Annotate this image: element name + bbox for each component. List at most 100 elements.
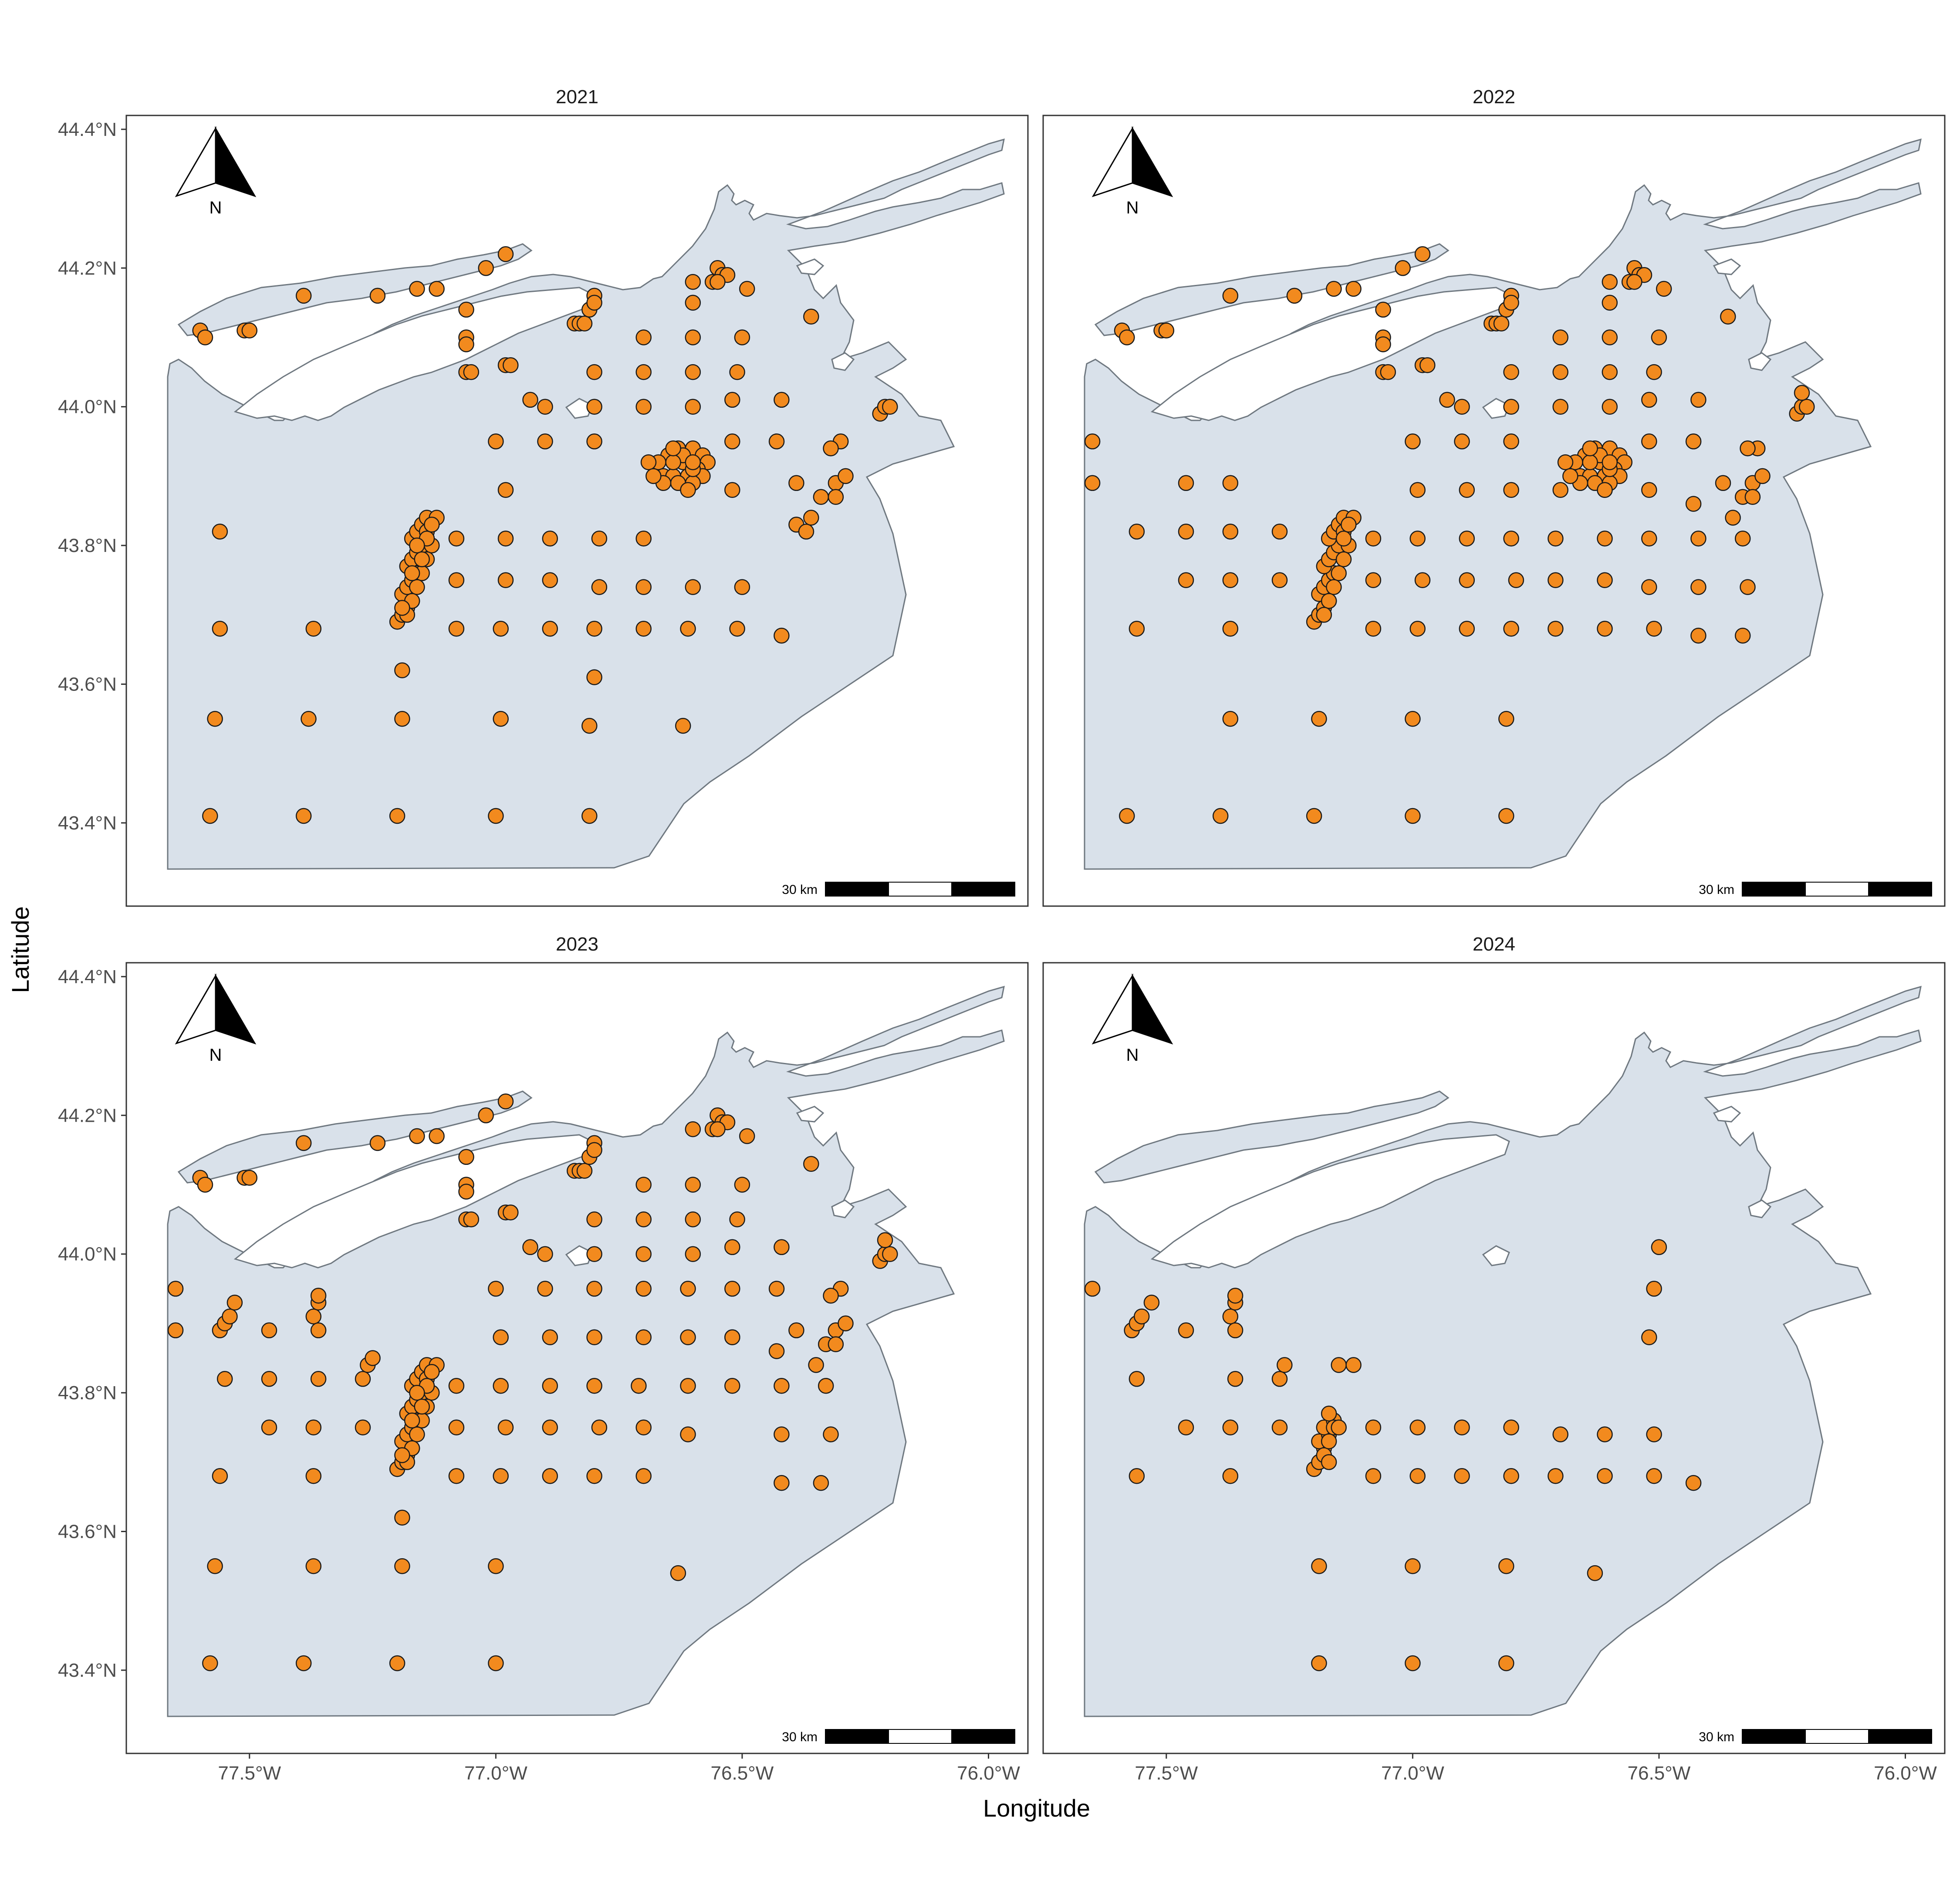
facet-panel-2021: 2021 N 30 km 43.4°N 43.6°N 43.8°N 44.0°N 44.2°N… bbox=[58, 86, 1029, 907]
scale-label: 30 km bbox=[1699, 1730, 1734, 1744]
station-point bbox=[1129, 524, 1145, 540]
station-point bbox=[1602, 399, 1618, 415]
station-point bbox=[305, 1308, 322, 1325]
station-point bbox=[404, 565, 420, 582]
station-point bbox=[1178, 1322, 1194, 1339]
station-point bbox=[1178, 475, 1194, 491]
station-point bbox=[1646, 620, 1662, 637]
station-point bbox=[522, 392, 538, 408]
station-point bbox=[1409, 1468, 1426, 1484]
station-point bbox=[734, 329, 750, 345]
station-point bbox=[497, 1093, 514, 1110]
station-point bbox=[635, 1419, 652, 1435]
facet-title: 2022 bbox=[1473, 86, 1515, 108]
station-point bbox=[1331, 1357, 1347, 1373]
station-point bbox=[1646, 364, 1662, 380]
station-point bbox=[409, 1128, 425, 1144]
station-point bbox=[788, 475, 804, 491]
station-point bbox=[1734, 530, 1751, 547]
station-point bbox=[1178, 524, 1194, 540]
station-point bbox=[1158, 322, 1175, 338]
station-point bbox=[803, 1156, 819, 1172]
station-point bbox=[635, 364, 652, 380]
station-point bbox=[724, 1329, 740, 1345]
station-point bbox=[586, 1246, 602, 1262]
station-point bbox=[1405, 1558, 1421, 1574]
station-point bbox=[680, 1329, 696, 1345]
station-point bbox=[424, 517, 440, 533]
station-point bbox=[488, 1281, 504, 1297]
station-point bbox=[414, 551, 430, 568]
station-point bbox=[1119, 808, 1135, 824]
station-point bbox=[1405, 1655, 1421, 1672]
station-point bbox=[1331, 1419, 1347, 1435]
station-point bbox=[1626, 274, 1642, 290]
station-point bbox=[1498, 808, 1514, 824]
station-point bbox=[1375, 336, 1391, 352]
station-point bbox=[1602, 329, 1618, 345]
station-point bbox=[295, 808, 312, 824]
station-point bbox=[1582, 454, 1598, 470]
station-point bbox=[1503, 399, 1519, 415]
station-point bbox=[1597, 572, 1613, 588]
station-point bbox=[635, 1281, 652, 1297]
north-arrow-icon: N bbox=[175, 126, 257, 217]
station-point bbox=[1227, 1371, 1244, 1387]
scale-bar-icon: 30 km bbox=[1699, 882, 1932, 897]
station-point bbox=[1454, 399, 1470, 415]
station-point bbox=[1129, 1468, 1145, 1484]
station-point bbox=[1754, 468, 1771, 484]
station-point bbox=[798, 524, 814, 540]
station-point bbox=[537, 399, 553, 415]
station-point bbox=[369, 1135, 386, 1151]
station-point bbox=[1227, 1322, 1244, 1339]
panel-border bbox=[125, 115, 1029, 907]
station-point bbox=[1084, 475, 1101, 491]
station-point bbox=[1331, 565, 1347, 582]
station-point bbox=[458, 336, 474, 352]
station-point bbox=[429, 281, 445, 297]
scale-bar-icon: 30 km bbox=[782, 1729, 1015, 1744]
y-tick-label: 44.2°N bbox=[58, 1105, 117, 1126]
station-point bbox=[803, 308, 819, 325]
panel-border bbox=[1042, 115, 1946, 907]
station-point bbox=[1227, 1287, 1244, 1304]
station-point bbox=[665, 440, 681, 457]
y-tick-label: 43.8°N bbox=[58, 1382, 117, 1404]
station-point bbox=[724, 1239, 740, 1255]
station-point bbox=[497, 572, 514, 588]
station-point bbox=[685, 579, 701, 595]
station-point bbox=[216, 1371, 233, 1387]
station-point bbox=[1345, 1357, 1362, 1373]
station-point bbox=[724, 1281, 740, 1297]
station-point bbox=[1646, 1281, 1662, 1297]
station-point bbox=[685, 1211, 701, 1228]
station-point bbox=[295, 1135, 312, 1151]
station-point bbox=[1459, 620, 1475, 637]
north-label: N bbox=[1126, 198, 1139, 217]
station-point bbox=[1646, 1426, 1662, 1442]
station-point bbox=[261, 1419, 277, 1435]
facet-title: 2024 bbox=[1473, 934, 1515, 955]
station-point bbox=[680, 482, 696, 498]
station-point bbox=[537, 1246, 553, 1262]
station-point bbox=[1690, 392, 1707, 408]
station-point bbox=[197, 329, 213, 345]
station-point bbox=[488, 1655, 504, 1672]
station-point bbox=[1222, 620, 1239, 637]
station-point bbox=[1641, 530, 1657, 547]
station-point bbox=[394, 1447, 410, 1463]
station-point bbox=[1311, 1655, 1327, 1672]
station-point bbox=[724, 482, 740, 498]
station-point bbox=[1602, 454, 1618, 470]
station-point bbox=[1405, 433, 1421, 450]
y-tick-label: 44.0°N bbox=[58, 396, 117, 418]
station-point bbox=[586, 399, 602, 415]
station-point bbox=[1690, 530, 1707, 547]
station-point bbox=[1562, 468, 1578, 484]
station-point bbox=[1326, 579, 1342, 595]
station-point bbox=[586, 1211, 602, 1228]
station-point bbox=[542, 1377, 558, 1394]
facet-panel-2023: 2023 N 30 km 43.4°N 43.6°N 43.8°N 44.0°N 44.2°N… bbox=[58, 934, 1029, 1784]
station-point bbox=[680, 1281, 696, 1297]
